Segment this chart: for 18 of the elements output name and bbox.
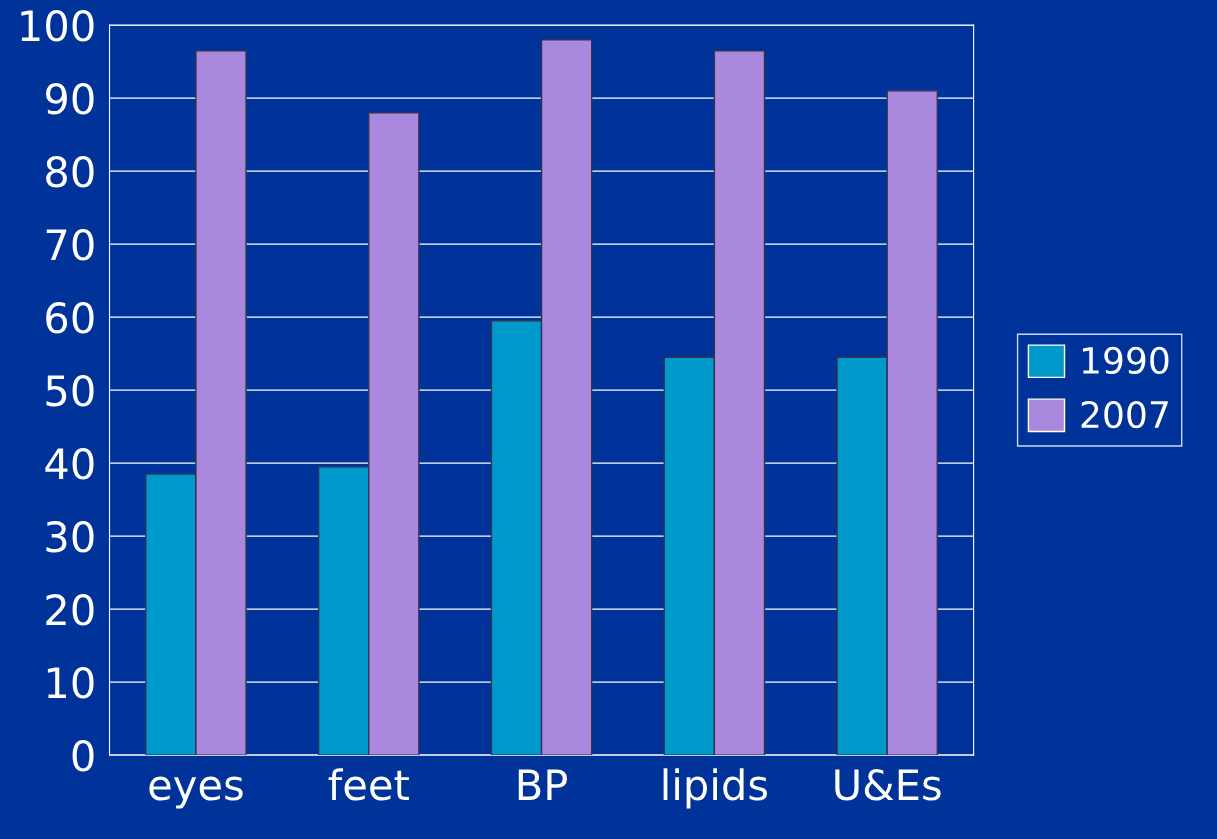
y-tick-label: 70 xyxy=(46,229,94,261)
y-tick-label: 80 xyxy=(46,156,94,188)
x-tick-label: eyes xyxy=(149,776,243,809)
legend-label: 1990 xyxy=(1082,346,1169,375)
x-tick-label: BP xyxy=(518,769,567,800)
y-tick-label: 40 xyxy=(45,448,94,480)
y-tick-label: 100 xyxy=(21,10,94,42)
y-tick-label: 50 xyxy=(46,375,94,407)
y-tick-label: 0 xyxy=(72,740,94,772)
x-tick-label: U&Es xyxy=(835,769,941,801)
x-tick-label: feet xyxy=(328,768,409,801)
y-tick-label: 60 xyxy=(46,302,94,334)
y-tick-label: 10 xyxy=(47,667,94,699)
y-tick-label: 20 xyxy=(46,594,94,626)
legend-label: 2007 xyxy=(1081,400,1168,429)
y-tick-label: 90 xyxy=(45,83,94,115)
y-tick-label: 30 xyxy=(46,521,94,553)
x-tick-label: lipids xyxy=(663,768,768,809)
